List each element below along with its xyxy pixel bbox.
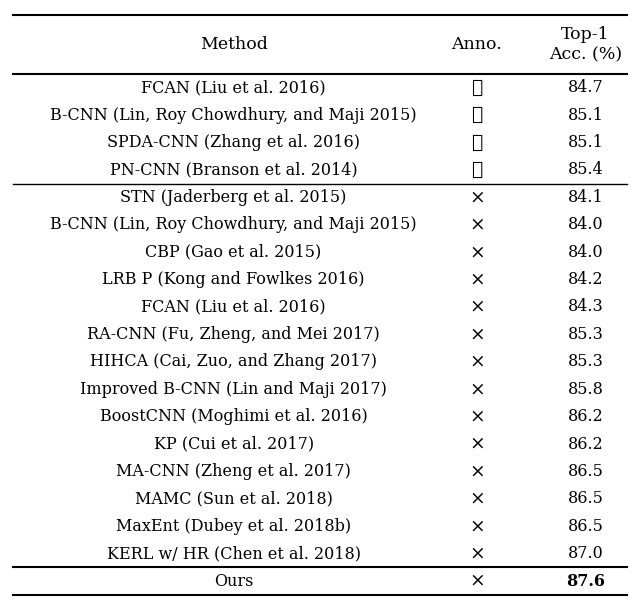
Text: ×: × [469, 407, 484, 426]
Text: 84.3: 84.3 [568, 298, 604, 315]
Text: ×: × [469, 490, 484, 508]
Text: B-CNN (Lin, Roy Chowdhury, and Maji 2015): B-CNN (Lin, Roy Chowdhury, and Maji 2015… [51, 107, 417, 124]
Text: 84.0: 84.0 [568, 243, 604, 260]
Text: 85.4: 85.4 [568, 162, 604, 178]
Text: HIHCA (Cai, Zuo, and Zhang 2017): HIHCA (Cai, Zuo, and Zhang 2017) [90, 353, 377, 370]
Text: 87.6: 87.6 [566, 573, 605, 589]
Text: MaxEnt (Dubey et al. 2018b): MaxEnt (Dubey et al. 2018b) [116, 518, 351, 535]
Text: ✓: ✓ [471, 106, 483, 124]
Text: STN (Jaderberg et al. 2015): STN (Jaderberg et al. 2015) [120, 189, 347, 206]
Text: 86.5: 86.5 [568, 490, 604, 508]
Text: 84.2: 84.2 [568, 271, 604, 288]
Text: FCAN (Liu et al. 2016): FCAN (Liu et al. 2016) [141, 298, 326, 315]
Text: KERL w/ HR (Chen et al. 2018): KERL w/ HR (Chen et al. 2018) [107, 545, 360, 562]
Text: Top-1
Acc. (%): Top-1 Acc. (%) [549, 26, 622, 63]
Text: LRB P (Kong and Fowlkes 2016): LRB P (Kong and Fowlkes 2016) [102, 271, 365, 288]
Text: ×: × [469, 298, 484, 316]
Text: ×: × [469, 517, 484, 535]
Text: 85.1: 85.1 [568, 134, 604, 151]
Text: MAMC (Sun et al. 2018): MAMC (Sun et al. 2018) [134, 490, 333, 508]
Text: B-CNN (Lin, Roy Chowdhury, and Maji 2015): B-CNN (Lin, Roy Chowdhury, and Maji 2015… [51, 216, 417, 233]
Text: PN-CNN (Branson et al. 2014): PN-CNN (Branson et al. 2014) [110, 162, 357, 178]
Text: 84.0: 84.0 [568, 216, 604, 233]
Text: FCAN (Liu et al. 2016): FCAN (Liu et al. 2016) [141, 79, 326, 96]
Text: 85.1: 85.1 [568, 107, 604, 124]
Text: 86.5: 86.5 [568, 518, 604, 535]
Text: 84.7: 84.7 [568, 79, 604, 96]
Text: 85.8: 85.8 [568, 381, 604, 398]
Text: ×: × [469, 243, 484, 261]
Text: ×: × [469, 216, 484, 234]
Text: 84.1: 84.1 [568, 189, 604, 206]
Text: ×: × [469, 462, 484, 481]
Text: MA-CNN (Zheng et al. 2017): MA-CNN (Zheng et al. 2017) [116, 463, 351, 480]
Text: 86.2: 86.2 [568, 408, 604, 425]
Text: ×: × [469, 271, 484, 289]
Text: Improved B-CNN (Lin and Maji 2017): Improved B-CNN (Lin and Maji 2017) [80, 381, 387, 398]
Text: 86.5: 86.5 [568, 463, 604, 480]
Text: ×: × [469, 380, 484, 398]
Text: CBP (Gao et al. 2015): CBP (Gao et al. 2015) [145, 243, 322, 260]
Text: ×: × [469, 435, 484, 453]
Text: SPDA-CNN (Zhang et al. 2016): SPDA-CNN (Zhang et al. 2016) [107, 134, 360, 151]
Text: ✓: ✓ [471, 79, 483, 97]
Text: 86.2: 86.2 [568, 436, 604, 453]
Text: 87.0: 87.0 [568, 545, 604, 562]
Text: ×: × [469, 545, 484, 562]
Text: KP (Cui et al. 2017): KP (Cui et al. 2017) [154, 436, 314, 453]
Text: ×: × [469, 188, 484, 206]
Text: ×: × [469, 353, 484, 371]
Text: ×: × [469, 572, 484, 590]
Text: ✓: ✓ [471, 161, 483, 179]
Text: RA-CNN (Fu, Zheng, and Mei 2017): RA-CNN (Fu, Zheng, and Mei 2017) [87, 326, 380, 343]
Text: 85.3: 85.3 [568, 353, 604, 370]
Text: BoostCNN (Moghimi et al. 2016): BoostCNN (Moghimi et al. 2016) [100, 408, 367, 425]
Text: Ours: Ours [214, 573, 253, 589]
Text: Method: Method [200, 36, 268, 53]
Text: ✓: ✓ [471, 134, 483, 151]
Text: 85.3: 85.3 [568, 326, 604, 343]
Text: Anno.: Anno. [451, 36, 502, 53]
Text: ×: × [469, 325, 484, 343]
